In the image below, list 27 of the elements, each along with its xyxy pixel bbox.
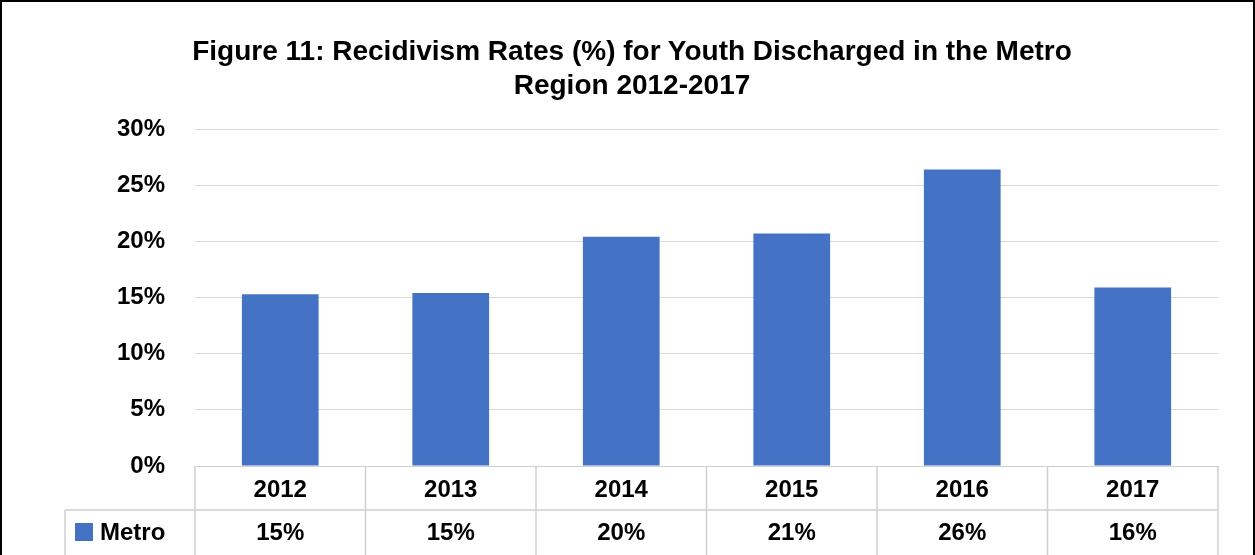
y-tick-label: 10%	[116, 338, 165, 366]
y-tick-label: 20%	[116, 225, 165, 253]
y-tick-label: 0%	[130, 450, 165, 478]
bar	[753, 233, 831, 466]
bar	[582, 236, 660, 466]
y-tick-label: 15%	[116, 282, 165, 310]
data-label: 21%	[767, 517, 816, 545]
x-tick-label: 2017	[1106, 475, 1160, 503]
bar	[412, 293, 490, 466]
x-tick-label: 2014	[594, 475, 649, 503]
y-tick-label: 30%	[116, 113, 165, 141]
data-label: 15%	[256, 517, 305, 545]
data-label: 15%	[426, 517, 475, 545]
y-tick-label: 5%	[130, 394, 165, 422]
data-label: 26%	[938, 517, 987, 545]
bar	[923, 169, 1001, 466]
y-tick-label: 25%	[116, 169, 165, 197]
bar	[1094, 287, 1172, 466]
x-tick-label: 2012	[253, 475, 307, 503]
x-tick-label: 2013	[424, 475, 478, 503]
bar	[241, 294, 319, 466]
x-tick-label: 2016	[935, 475, 989, 503]
x-tick-label: 2015	[765, 475, 819, 503]
data-label: 16%	[1108, 517, 1157, 545]
data-label: 20%	[597, 517, 646, 545]
legend-label: Metro	[100, 517, 166, 545]
chart-title: Figure 11: Recidivism Rates (%) for Youth Discharged in the Metro Region 2012-2017	[192, 34, 1072, 100]
